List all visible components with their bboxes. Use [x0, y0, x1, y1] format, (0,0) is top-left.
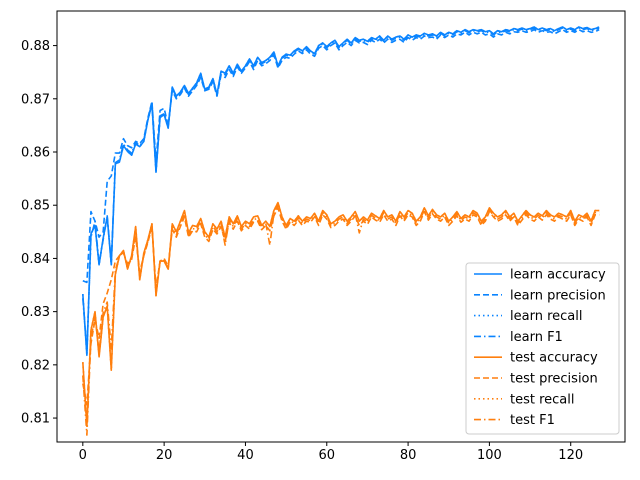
legend-label-learn-f1: learn F1: [510, 330, 563, 345]
x-tick-label: 80: [400, 448, 417, 463]
x-tick-label: 60: [318, 448, 335, 463]
legend-label-learn-accuracy: learn accuracy: [510, 268, 606, 283]
legend-label-test-f1: test F1: [510, 413, 555, 428]
series-line-test-f1: [82, 204, 600, 436]
x-tick-label: 40: [237, 448, 254, 463]
series-line-learn-recall: [82, 26, 600, 357]
y-tick-label: 0.86: [21, 146, 50, 161]
y-tick-label: 0.84: [21, 252, 50, 267]
x-tick-label: 100: [477, 448, 502, 463]
legend: learn accuracy learn precision learn recal…: [465, 262, 620, 435]
legend-label-learn-precision: learn precision: [510, 288, 606, 303]
legend-box: [465, 262, 620, 435]
x-axis: 0 20 40 60 80 100 120: [79, 442, 583, 463]
y-tick-label: 0.82: [21, 358, 50, 373]
x-tick-label: 120: [558, 448, 583, 463]
y-tick-label: 0.85: [21, 199, 50, 214]
x-tick-label: 20: [156, 448, 173, 463]
y-tick-label: 0.81: [21, 412, 50, 427]
plot-frame: [56, 10, 626, 443]
series-line-test-recall: [82, 201, 600, 427]
x-tick-label: 0: [79, 448, 87, 463]
legend-label-test-recall: test recall: [510, 392, 575, 407]
y-tick-label: 0.87: [21, 92, 50, 107]
plot-lines: [82, 26, 600, 436]
legend-label-learn-recall: learn recall: [510, 309, 582, 324]
legend-label-test-accuracy: test accuracy: [510, 351, 598, 366]
y-tick-label: 0.83: [21, 305, 50, 320]
legend-label-test-precision: test precision: [510, 372, 598, 387]
series-line-learn-f1: [82, 27, 600, 353]
y-tick-label: 0.88: [21, 39, 50, 54]
y-axis: 0.81 0.82 0.83 0.84 0.85 0.86 0.87 0.88: [21, 39, 57, 427]
series-line-test-precision: [82, 207, 600, 406]
